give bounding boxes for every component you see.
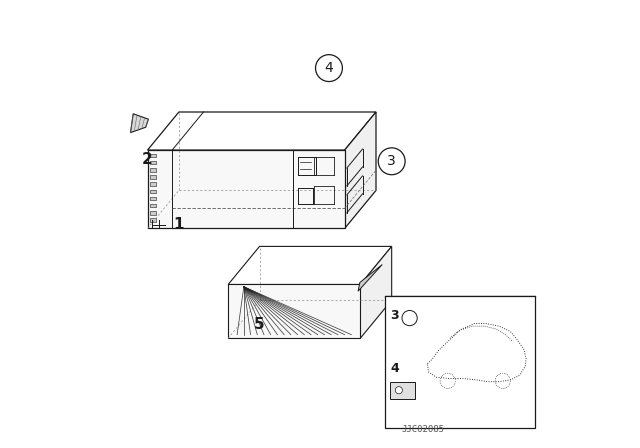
Polygon shape	[131, 114, 148, 133]
Polygon shape	[228, 246, 392, 284]
Polygon shape	[360, 246, 392, 338]
Polygon shape	[147, 150, 344, 228]
Bar	[150, 204, 156, 207]
Text: 3: 3	[387, 154, 396, 168]
Bar	[150, 161, 156, 164]
Polygon shape	[358, 264, 382, 291]
Polygon shape	[344, 112, 376, 228]
Bar	[150, 211, 156, 215]
Text: 5: 5	[254, 317, 265, 332]
Bar	[150, 182, 156, 186]
Polygon shape	[147, 112, 376, 150]
Circle shape	[396, 387, 403, 394]
Text: 1: 1	[173, 216, 184, 232]
Text: JJC02085: JJC02085	[401, 425, 445, 434]
Text: 3: 3	[390, 309, 399, 323]
Bar	[150, 190, 156, 193]
Bar	[150, 175, 156, 179]
Bar	[150, 197, 156, 200]
Bar	[385, 296, 535, 428]
Text: 4: 4	[324, 61, 333, 75]
Polygon shape	[228, 284, 360, 338]
Bar	[150, 218, 156, 222]
Bar	[150, 168, 156, 172]
Bar	[150, 154, 156, 157]
Bar	[390, 382, 415, 399]
Text: 2: 2	[142, 151, 153, 167]
Text: 4: 4	[390, 362, 399, 375]
